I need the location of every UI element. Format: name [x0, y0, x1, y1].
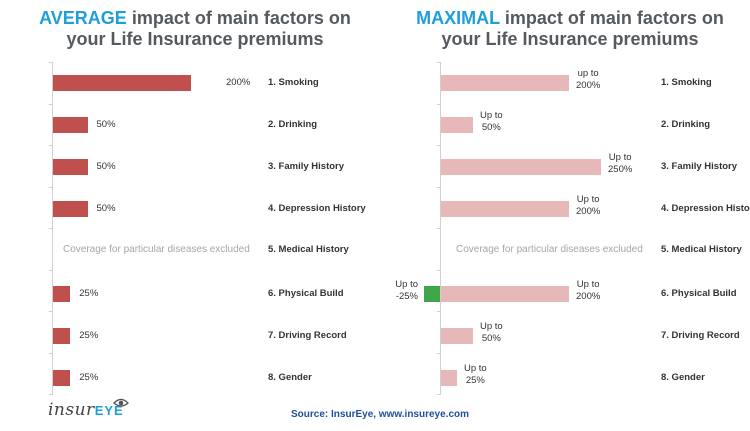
- category-label: 5. Medical History: [661, 244, 742, 255]
- maximal-bar: [441, 159, 601, 175]
- maximal-data-label-line: 200%: [576, 291, 601, 302]
- category-label: 1. Smoking: [661, 77, 712, 88]
- average-bar: [53, 75, 191, 91]
- negative-data-label: Up to -25%: [378, 279, 418, 303]
- average-data-label: 50%: [96, 119, 116, 130]
- maximal-axis-tick: [437, 186, 441, 188]
- maximal-data-label: Up to 200%: [576, 194, 600, 218]
- maximal-data-label: Up to 50%: [480, 321, 503, 345]
- maximal-data-label-line: 250%: [608, 164, 633, 175]
- maximal-bar: [441, 286, 569, 302]
- title-text: impact of main factors on: [499, 8, 724, 28]
- category-label: 2. Drinking: [268, 119, 318, 130]
- source-text: Source: InsurEye, www.insureye.com: [291, 409, 470, 420]
- maximal-axis-tick: [437, 62, 441, 63]
- title-line2: your Life Insurance premiums: [441, 29, 699, 49]
- average-axis-tick: [49, 311, 53, 312]
- maximal-data-label-line: Up to: [464, 363, 487, 374]
- maximal-axis-tick: [437, 269, 441, 271]
- title-highlight: MAXIMAL: [416, 8, 500, 28]
- maximal-axis-tick: [437, 145, 441, 146]
- category-label: 8. Gender: [268, 372, 312, 383]
- category-label: 3. Family History: [661, 161, 738, 172]
- excluded-note: Coverage for particular diseases exclude…: [63, 244, 250, 255]
- average-axis-tick: [49, 145, 53, 146]
- maximal-axis-tick: [437, 103, 441, 105]
- maximal-data-label-line: Up to: [608, 152, 632, 163]
- category-label: 4. Depression History: [661, 203, 750, 214]
- maximal-data-label: up to 200%: [576, 68, 600, 92]
- average-bar: [53, 286, 71, 302]
- average-data-label: 25%: [79, 372, 99, 383]
- category-label: 2. Drinking: [661, 119, 711, 130]
- title-line2: your Life Insurance premiums: [66, 29, 324, 49]
- average-axis-tick: [49, 352, 53, 354]
- average-axis-tick: [49, 394, 53, 395]
- average-data-label: 50%: [96, 203, 116, 214]
- maximal-data-label-line: 50%: [481, 333, 501, 344]
- maximal-data-label: Up to 200%: [576, 279, 600, 303]
- average-bar: [53, 117, 88, 133]
- insureye-logo: insurEYE: [48, 400, 124, 420]
- maximal-axis-tick: [437, 311, 441, 312]
- category-label: 5. Medical History: [268, 244, 349, 255]
- category-label: 7. Driving Record: [268, 330, 347, 341]
- average-axis-tick: [49, 62, 53, 63]
- maximal-bar: [441, 370, 457, 386]
- average-axis-tick: [49, 103, 53, 105]
- maximal-data-label: Up to 250%: [608, 152, 632, 176]
- average-data-label: 200%: [226, 77, 251, 88]
- average-bar: [53, 328, 71, 344]
- title-highlight: AVERAGE: [39, 8, 127, 28]
- average-data-label: 50%: [96, 161, 116, 172]
- maximal-bar: [441, 117, 473, 133]
- maximal-data-label-line: up to: [577, 68, 599, 79]
- average-axis-tick: [49, 228, 53, 229]
- negative-bar: [424, 286, 440, 302]
- maximal-bar: [441, 328, 473, 344]
- maximal-data-label-line: 200%: [576, 80, 601, 91]
- right-chart-title: MAXIMAL impact of main factors on your L…: [375, 8, 750, 50]
- category-label: 6. Physical Build: [268, 288, 344, 299]
- average-axis-tick: [49, 269, 53, 271]
- excluded-note: Coverage for particular diseases exclude…: [456, 244, 643, 255]
- negative-data-label-line: -25%: [395, 291, 418, 302]
- maximal-data-label-line: Up to: [480, 321, 503, 332]
- maximal-axis-tick: [437, 228, 441, 229]
- category-label: 4. Depression History: [268, 203, 366, 214]
- average-axis-tick: [49, 186, 53, 188]
- average-data-label: 25%: [79, 288, 99, 299]
- maximal-bar: [441, 201, 569, 217]
- maximal-data-label-line: Up to: [576, 279, 600, 290]
- eye-icon: [113, 398, 129, 407]
- category-label: 1. Smoking: [268, 77, 319, 88]
- negative-data-label-line: Up to: [395, 279, 418, 290]
- maximal-bar: [441, 75, 569, 91]
- left-chart-title: AVERAGE impact of main factors on your L…: [0, 8, 390, 50]
- maximal-axis-tick: [437, 352, 441, 354]
- maximal-data-label-line: 50%: [481, 122, 501, 133]
- maximal-data-label: Up to 25%: [464, 363, 487, 387]
- average-data-label: 25%: [79, 330, 99, 341]
- maximal-data-label-line: 25%: [465, 375, 485, 386]
- maximal-data-label-line: Up to: [480, 110, 503, 121]
- category-label: 3. Family History: [268, 161, 345, 172]
- category-label: 7. Driving Record: [661, 330, 740, 341]
- logo-text: insur: [48, 400, 95, 420]
- maximal-data-label-line: 200%: [576, 206, 601, 217]
- average-bar: [53, 370, 71, 386]
- category-label: 6. Physical Build: [661, 288, 737, 299]
- logo-text-eye: EYE: [94, 403, 124, 418]
- maximal-data-label-line: Up to: [576, 194, 600, 205]
- average-bar: [53, 201, 88, 217]
- title-text: impact of main factors on: [126, 8, 351, 28]
- maximal-data-label: Up to 50%: [480, 110, 503, 134]
- maximal-axis-tick: [437, 394, 441, 395]
- average-bar: [53, 159, 88, 175]
- category-label: 8. Gender: [661, 372, 705, 383]
